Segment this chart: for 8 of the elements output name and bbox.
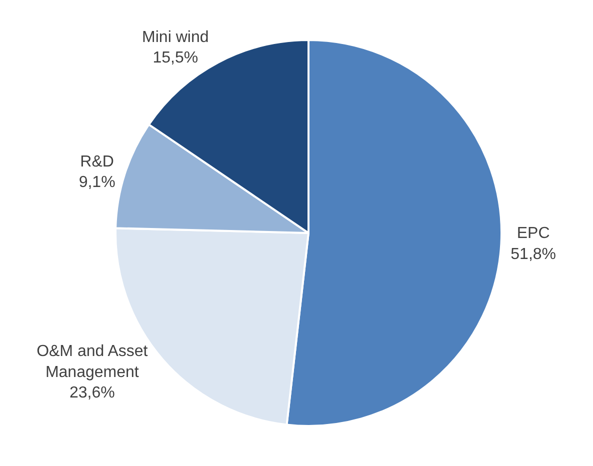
slice-label: O&M and Asset Management	[36, 343, 148, 381]
data-label: 9,1%	[78, 174, 116, 192]
data-label: 15,5%	[152, 50, 198, 67]
slice-label: EPC	[516, 225, 550, 242]
slice-label: R&D	[80, 153, 114, 170]
slice-label: Mini wind	[142, 28, 209, 46]
data-label: 23,6%	[69, 384, 115, 402]
data-label: 51,8%	[510, 246, 556, 263]
